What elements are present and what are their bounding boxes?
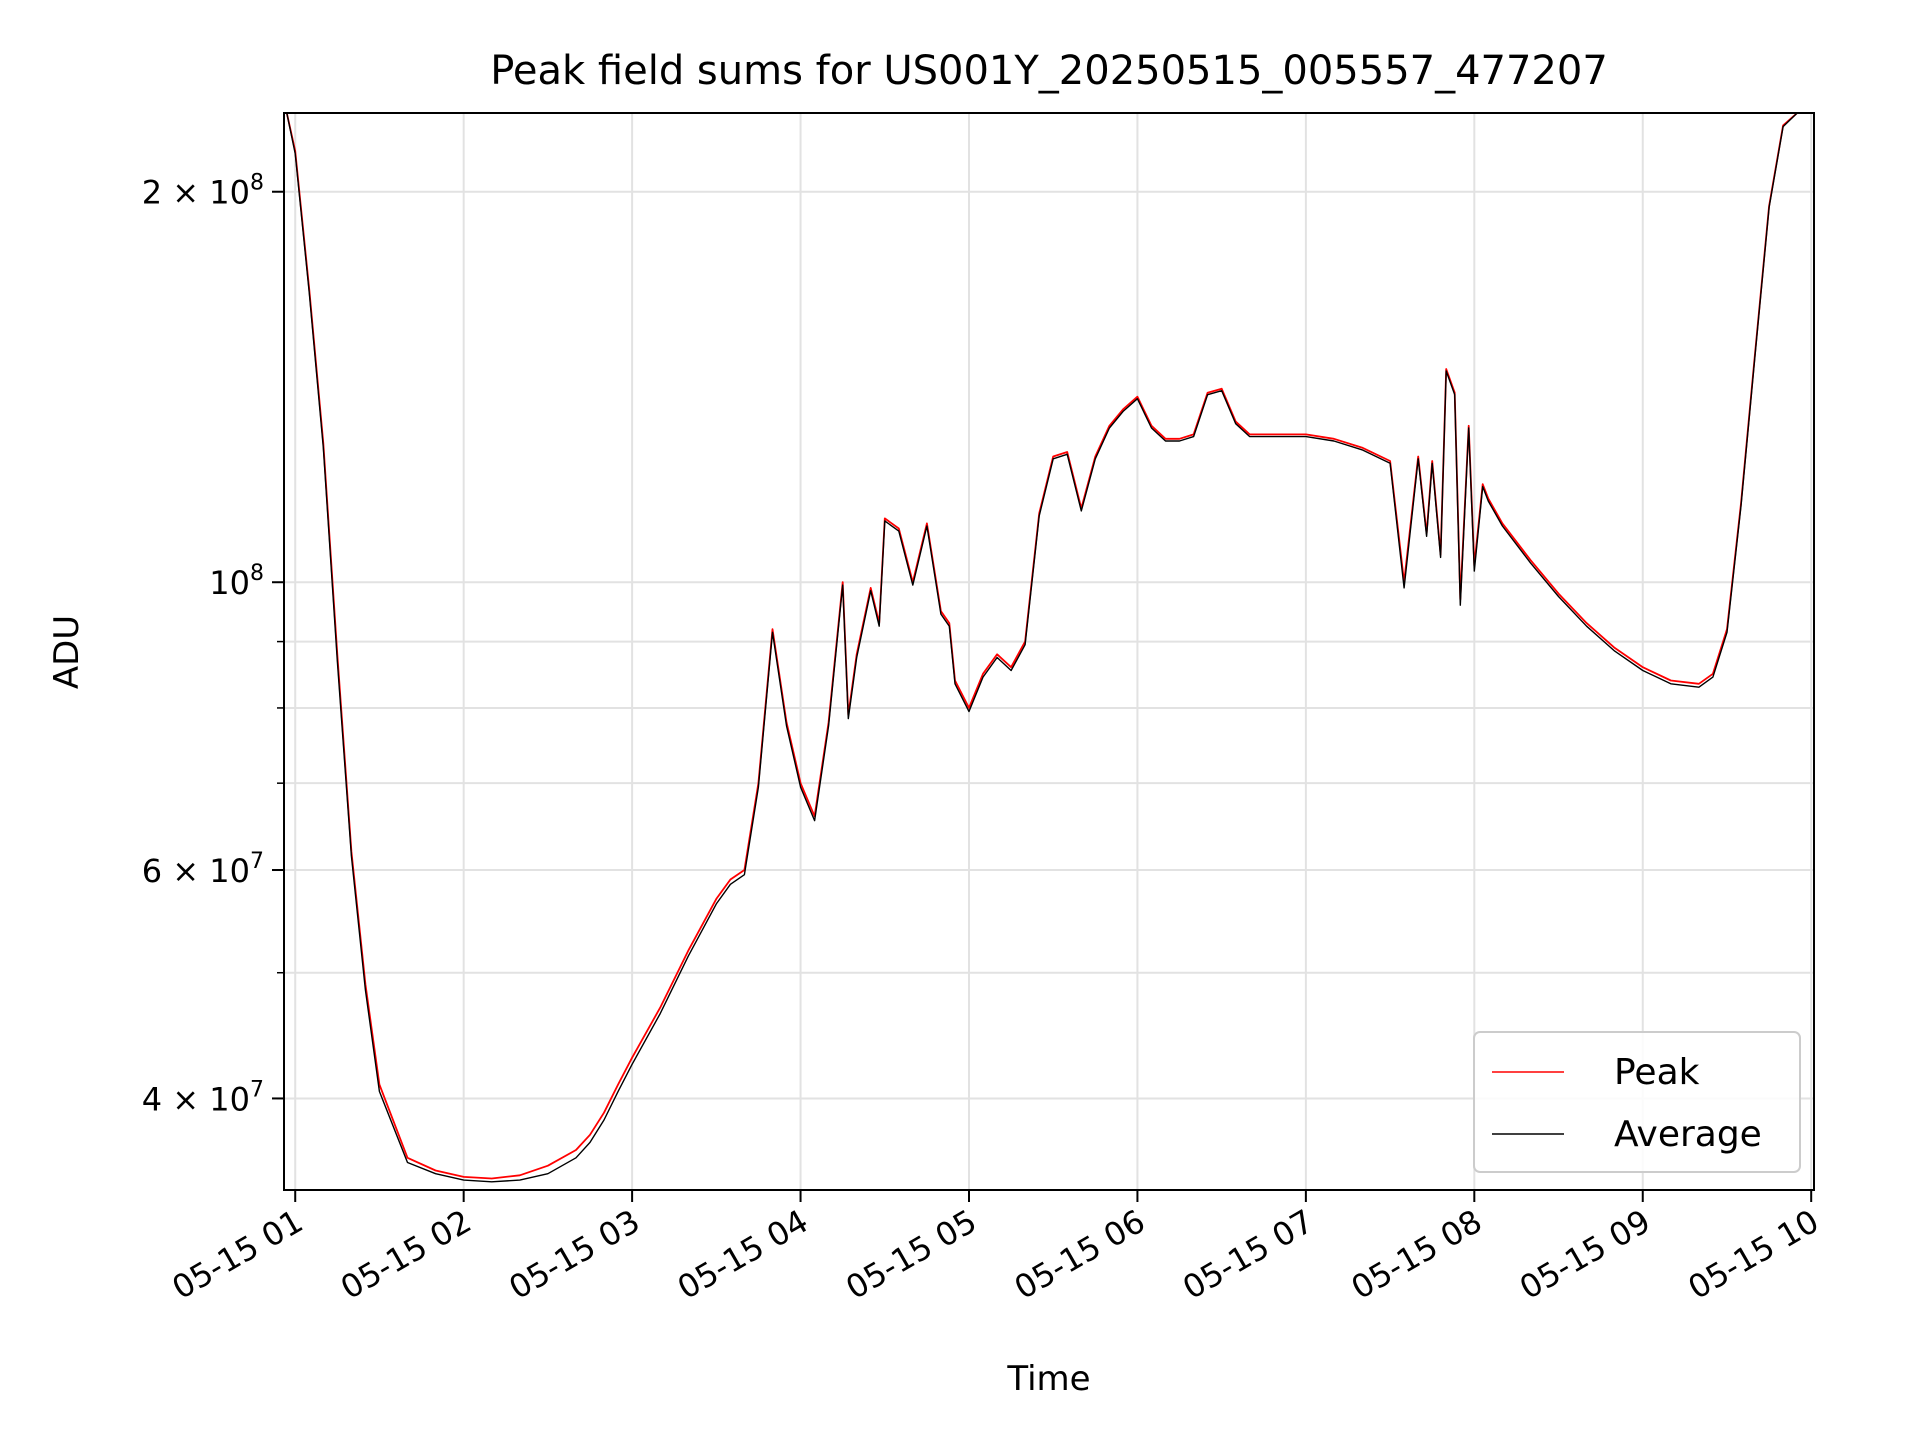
x-axis-label: Time [1006,1359,1090,1399]
y-tick-label: 108 [209,561,264,602]
legend-label-peak: Peak [1614,1052,1700,1093]
axes-frame [283,112,1815,1191]
y-axis-label: ADU [47,615,87,689]
y-tick-label: 2 × 108 [142,171,264,212]
legend-label-average: Average [1614,1114,1762,1155]
y-tick-label: 4 × 107 [142,1077,264,1118]
series-line-peak [285,113,1806,1180]
legend-box [1473,1031,1801,1173]
chart-title: Peak field sums for US001Y_20250515_0055… [490,48,1608,94]
y-tick-label: 6 × 107 [142,849,264,890]
series-line-average [286,113,1806,1183]
